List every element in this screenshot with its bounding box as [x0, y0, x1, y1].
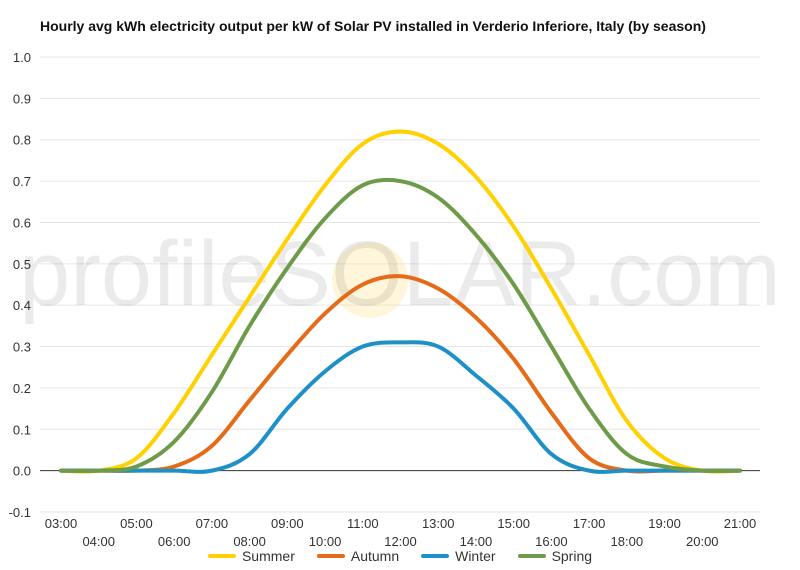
x-tick-label: 15:00 — [497, 516, 530, 531]
x-tick-label: 12:00 — [384, 534, 417, 549]
watermark-layer: profileSOLAR.com — [19, 223, 781, 325]
y-tick-label: 0.4 — [13, 298, 31, 313]
y-tick-label: 1.0 — [13, 50, 31, 65]
legend-item-winter: Winter — [421, 548, 496, 564]
x-tick-label: 17:00 — [573, 516, 606, 531]
x-tick-label: 03:00 — [45, 516, 78, 531]
legend-item-summer: Summer — [207, 548, 295, 564]
legend: Summer Autumn Winter Spring — [0, 548, 800, 564]
y-tick-label: 0.5 — [13, 257, 31, 272]
y-tick-label: 0.3 — [13, 340, 31, 355]
grid-layer — [40, 56, 760, 513]
x-tick-label: 21:00 — [724, 516, 757, 531]
legend-swatch — [517, 554, 546, 558]
x-axis-ticks: 03:00 04:00 05:00 06:00 07:00 08:00 09:00 10:00… — [45, 516, 757, 549]
x-tick-label: 04:00 — [82, 534, 115, 549]
y-axis-ticks: -0.1 0.0 0.1 0.2 0.3 0.4 0.5 0.6 0.7 0.8 0.9 1.0 — [9, 50, 31, 520]
legend-label: Autumn — [350, 548, 400, 564]
series-line-spring — [59, 177, 742, 473]
legend-item-spring: Spring — [517, 548, 593, 564]
chart-title: Hourly avg kWh electricity output per kW… — [40, 18, 706, 34]
series-layer — [59, 129, 742, 474]
legend-swatch — [316, 554, 345, 558]
legend-item-autumn: Autumn — [316, 548, 400, 564]
legend-label: Spring — [551, 548, 593, 564]
legend-label: Summer — [241, 548, 295, 564]
series-line-winter — [59, 340, 742, 474]
x-tick-label: 14:00 — [460, 534, 493, 549]
x-tick-label: 20:00 — [686, 534, 719, 549]
x-tick-label: 16:00 — [535, 534, 568, 549]
x-tick-label: 18:00 — [611, 534, 644, 549]
x-tick-label: 05:00 — [120, 516, 153, 531]
x-tick-label: 13:00 — [422, 516, 455, 531]
watermark-text: profileSOLAR.com — [19, 223, 781, 325]
legend-swatch — [421, 554, 450, 558]
x-tick-label: 11:00 — [347, 516, 379, 531]
x-tick-label: 08:00 — [233, 534, 266, 549]
y-tick-label: -0.1 — [9, 505, 31, 520]
x-tick-label: 07:00 — [196, 516, 229, 531]
y-tick-label: 0.6 — [13, 215, 31, 230]
series-line-summer — [59, 129, 742, 474]
y-tick-label: 0.1 — [13, 422, 31, 437]
legend-swatch — [207, 554, 236, 558]
legend-label: Winter — [455, 548, 496, 564]
y-tick-label: 0.2 — [13, 381, 31, 396]
x-tick-label: 10:00 — [309, 534, 342, 549]
x-tick-label: 09:00 — [271, 516, 304, 531]
y-tick-label: 0.0 — [13, 464, 31, 479]
y-tick-label: 0.8 — [13, 133, 31, 148]
y-tick-label: 0.7 — [13, 174, 31, 189]
x-tick-label: 06:00 — [158, 534, 191, 549]
y-tick-label: 0.9 — [13, 91, 31, 106]
x-tick-label: 19:00 — [648, 516, 681, 531]
